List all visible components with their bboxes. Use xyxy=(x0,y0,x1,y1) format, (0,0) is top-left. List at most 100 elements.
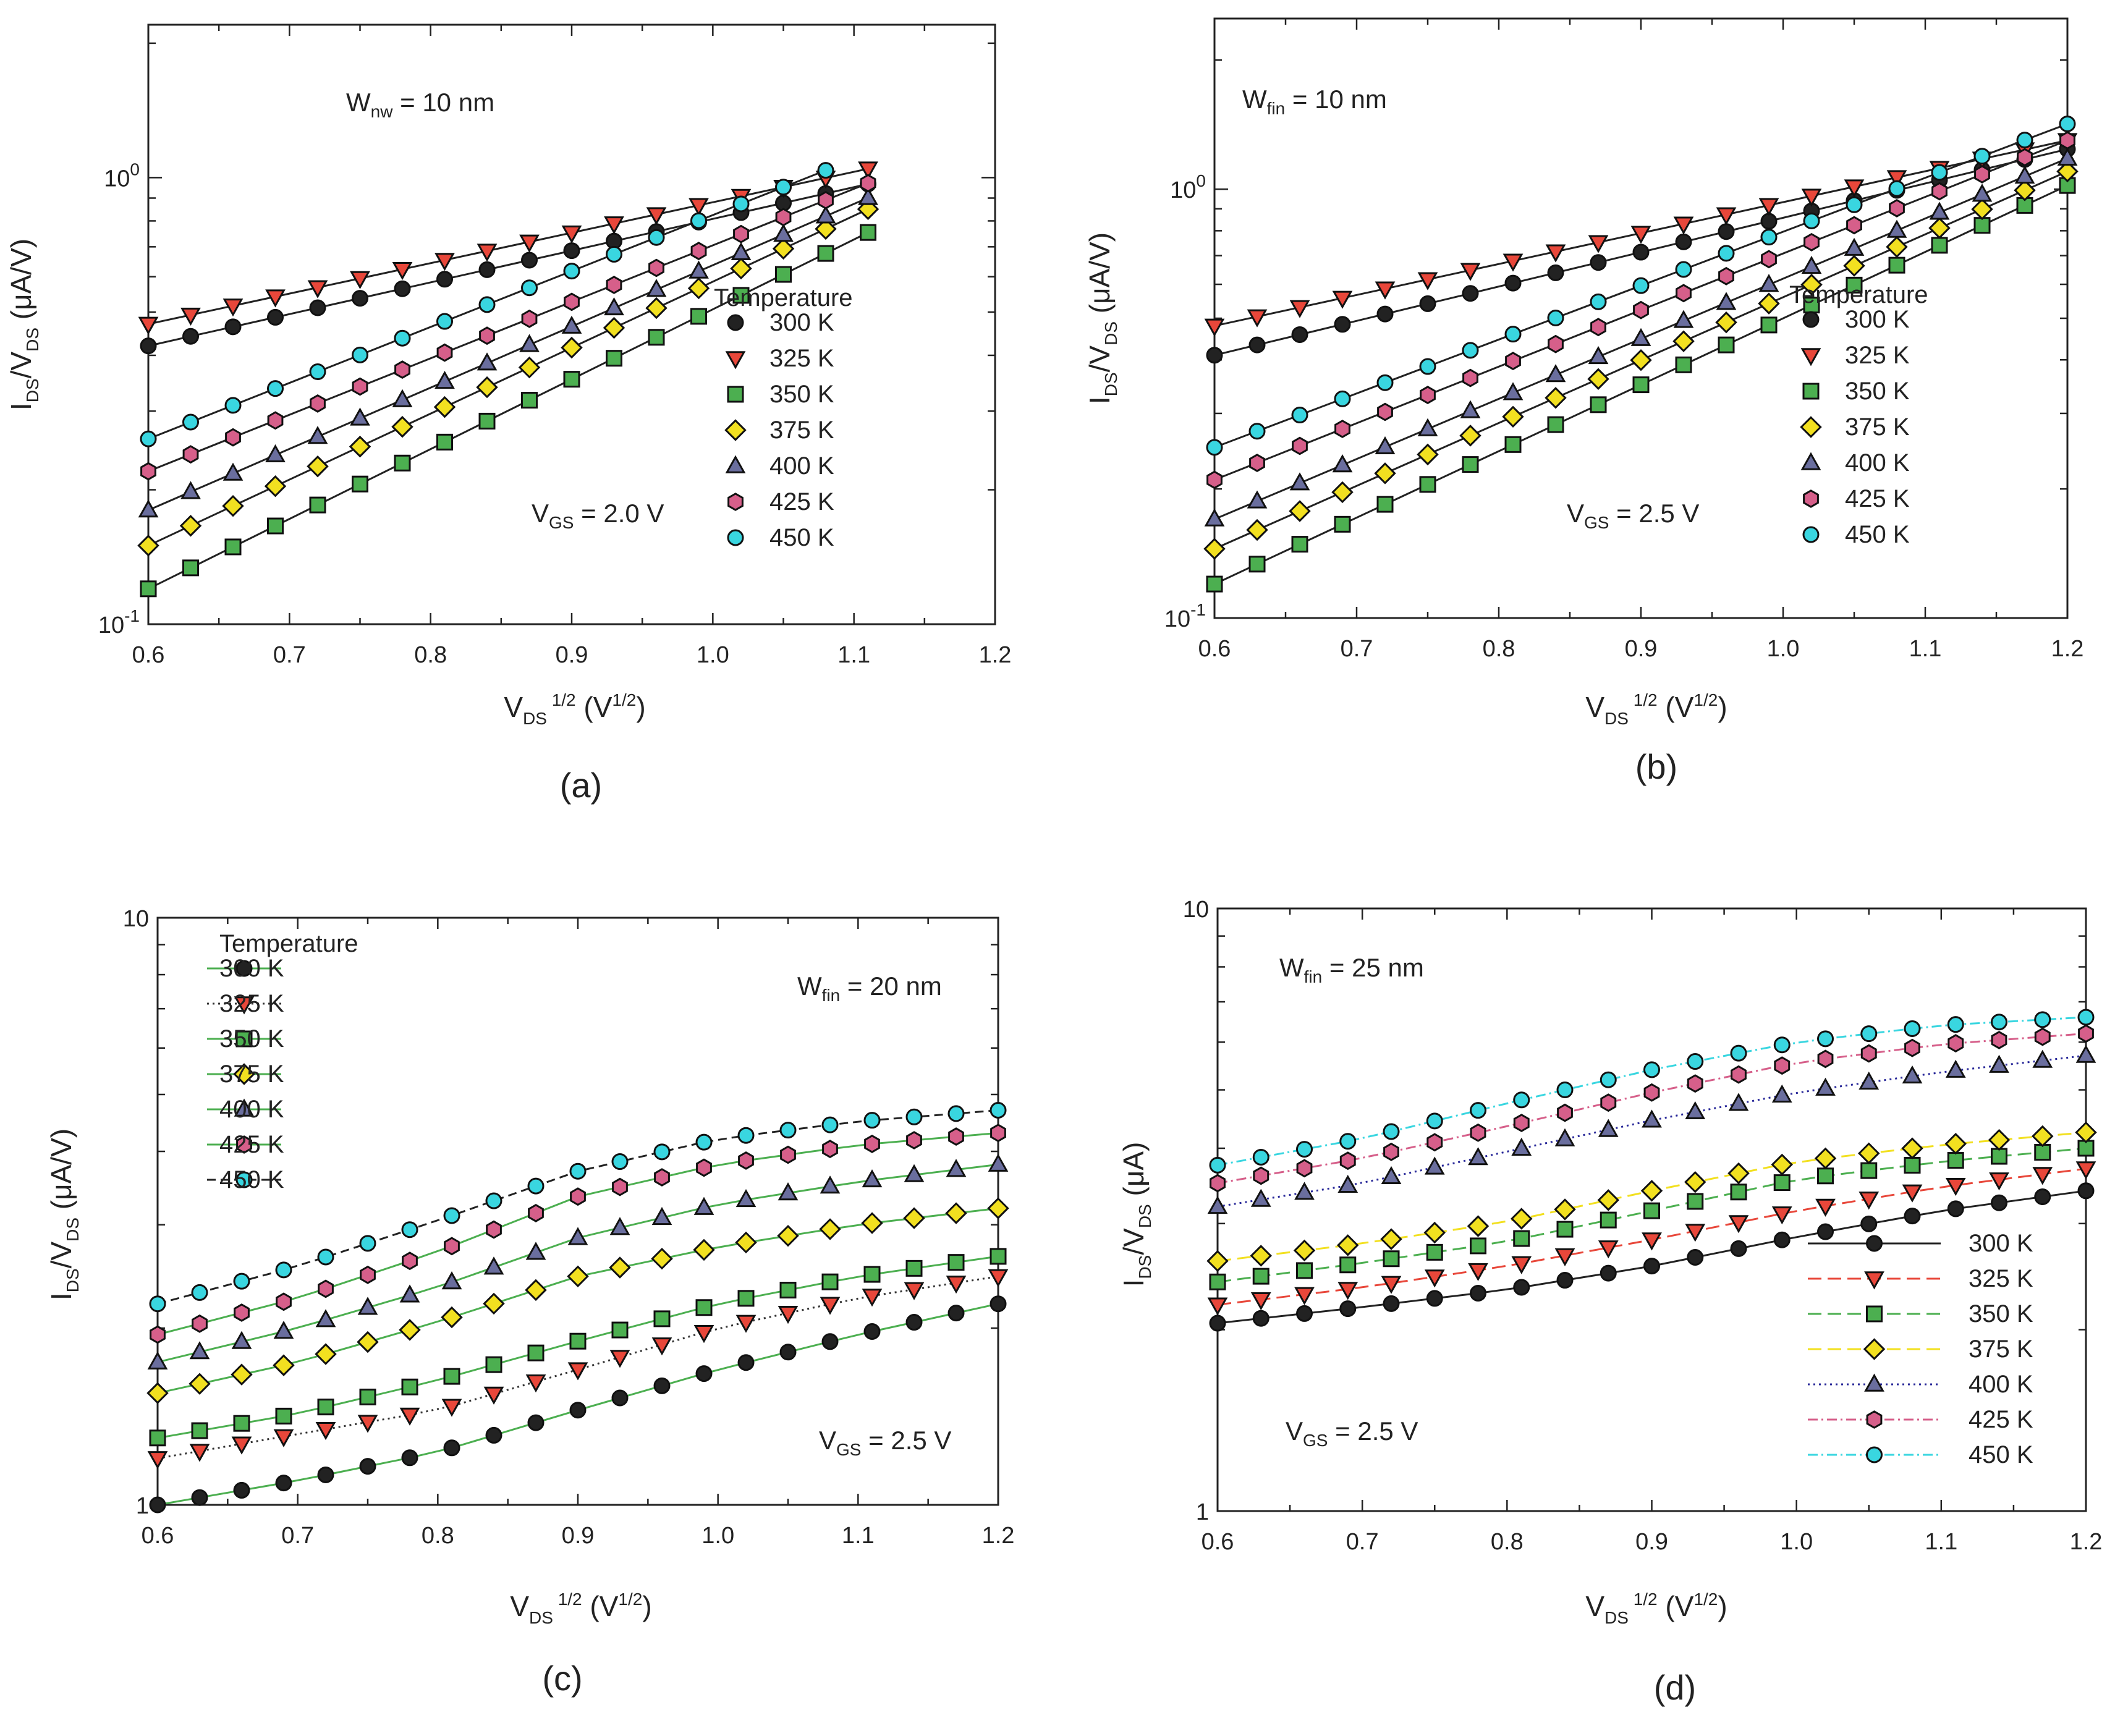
data-point xyxy=(352,377,368,396)
data-point xyxy=(905,1260,923,1277)
data-point xyxy=(1468,1263,1488,1282)
data-point xyxy=(310,394,326,413)
data-point xyxy=(1758,274,1779,292)
data-point xyxy=(394,454,411,472)
legend-marker xyxy=(236,1135,252,1154)
data-point xyxy=(905,1108,923,1125)
data-point xyxy=(2059,115,2076,132)
data-point xyxy=(777,1224,799,1247)
data-point xyxy=(231,1363,253,1386)
data-point xyxy=(1547,264,1564,281)
data-point xyxy=(443,1207,460,1224)
data-point xyxy=(1945,1177,1966,1196)
data-point xyxy=(779,1281,797,1298)
x-tick-label: 1.2 xyxy=(979,642,1012,668)
data-point xyxy=(821,1116,839,1133)
data-point xyxy=(1846,276,1863,294)
data-point xyxy=(1334,316,1351,333)
data-point xyxy=(1590,254,1607,271)
data-point xyxy=(990,1102,1007,1119)
data-point xyxy=(1760,213,1778,230)
data-point xyxy=(654,1168,670,1187)
data-point xyxy=(307,455,329,478)
data-point xyxy=(2075,1161,2096,1180)
data-point xyxy=(1948,1034,1964,1053)
data-point xyxy=(1598,1119,1619,1137)
data-point xyxy=(350,407,370,426)
data-point xyxy=(1376,374,1394,391)
data-point xyxy=(222,494,244,517)
data-point xyxy=(778,1306,799,1324)
legend-label: 400 K xyxy=(769,452,834,480)
data-point xyxy=(1801,188,1822,207)
data-point xyxy=(1376,496,1394,513)
data-point xyxy=(1803,297,1820,314)
data-point xyxy=(732,287,750,304)
data-point xyxy=(307,280,328,299)
data-point xyxy=(564,292,580,311)
series-350-K xyxy=(149,1248,1007,1447)
data-point xyxy=(2014,165,2035,184)
series-375-K xyxy=(137,198,879,557)
data-point xyxy=(2075,1044,2096,1063)
data-point xyxy=(1846,216,1862,235)
legend-label: 350 K xyxy=(1969,1300,2033,1327)
x-tick-label: 0.8 xyxy=(1483,636,1515,662)
data-point xyxy=(1991,1148,2007,1165)
data-point xyxy=(1252,1148,1269,1166)
data-point xyxy=(147,1351,168,1370)
data-point xyxy=(1728,1093,1749,1111)
data-point xyxy=(231,1331,252,1349)
data-point xyxy=(737,1354,755,1371)
data-point xyxy=(1209,1273,1226,1290)
data-point xyxy=(150,1325,166,1344)
series-450-K xyxy=(1209,1009,2095,1174)
data-point xyxy=(436,433,453,451)
data-point xyxy=(1250,1245,1272,1267)
data-point xyxy=(357,1297,378,1315)
y-tick-label: 10-1 xyxy=(98,606,140,638)
data-point xyxy=(1332,454,1353,473)
legend-label: 400 K xyxy=(1969,1371,2033,1398)
data-point xyxy=(1901,1137,1923,1159)
data-point xyxy=(1773,1231,1791,1248)
legend-marker xyxy=(1802,311,1820,328)
data-point xyxy=(1337,1234,1359,1256)
data-point xyxy=(1902,1184,1923,1203)
data-point xyxy=(441,1399,462,1417)
data-point xyxy=(1470,1237,1486,1255)
legend-marker xyxy=(727,493,744,511)
data-point xyxy=(149,1295,166,1313)
data-point xyxy=(773,224,794,242)
data-point xyxy=(735,1188,757,1208)
data-point xyxy=(1334,390,1351,407)
data-point xyxy=(990,1124,1006,1143)
y-tick-label: 100 xyxy=(104,159,140,192)
data-point xyxy=(1206,347,1223,364)
data-point xyxy=(1675,356,1692,373)
legend-label: 450 K xyxy=(219,1166,284,1193)
legend-label: 300 K xyxy=(1845,306,1910,333)
data-point xyxy=(1339,1151,1356,1171)
data-point xyxy=(265,289,286,308)
data-point xyxy=(612,1177,628,1196)
data-point xyxy=(1545,364,1566,383)
data-point xyxy=(858,187,878,205)
data-point xyxy=(525,1242,546,1260)
data-point xyxy=(690,242,707,261)
legend-marker xyxy=(1866,1410,1883,1429)
data-point xyxy=(1250,1188,1271,1207)
data-point xyxy=(1207,1297,1228,1316)
data-point xyxy=(863,1112,881,1129)
data-point xyxy=(485,1356,502,1373)
legend-marker xyxy=(234,1098,255,1117)
data-point xyxy=(2034,1027,2051,1046)
data-point xyxy=(1547,310,1564,327)
data-point xyxy=(735,1315,757,1333)
data-point xyxy=(399,1319,421,1341)
data-point xyxy=(1547,416,1564,433)
data-point xyxy=(604,297,624,316)
data-point xyxy=(1718,336,1735,354)
x-tick-label: 0.6 xyxy=(142,1523,174,1549)
data-point xyxy=(1503,253,1524,272)
